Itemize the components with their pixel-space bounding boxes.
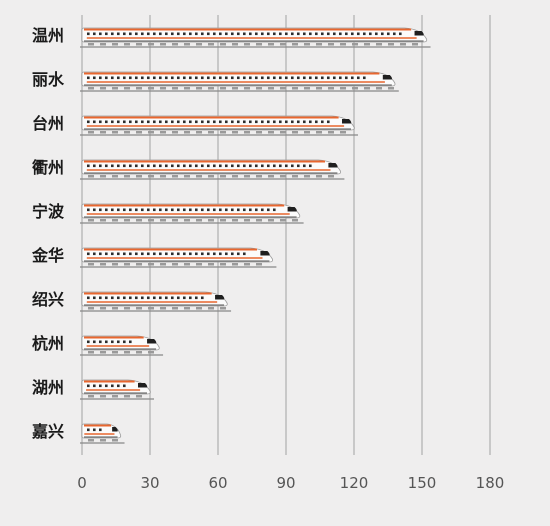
x-tick-label: 90 [276,474,295,492]
x-tick-layer: 0 30 60 90 120 150 180 [77,474,504,492]
category-label: 绍兴 [32,290,64,309]
x-tick-label: 120 [340,474,369,492]
x-tick-label: 30 [140,474,159,492]
category-label: 宁波 [32,202,65,221]
category-label: 台州 [32,114,64,133]
bar [80,379,154,400]
category-label: 衢州 [32,158,64,177]
bar-layer [80,27,431,444]
category-label: 湖州 [32,378,64,397]
x-tick-label: 180 [476,474,505,492]
category-label: 丽水 [32,70,65,89]
category-label: 杭州 [32,334,64,353]
bar [80,247,277,268]
bar [80,159,345,180]
bar [80,423,125,444]
bar [80,27,431,48]
bar [80,291,232,312]
category-label: 金华 [31,246,64,265]
bar [80,335,164,356]
bar [80,115,358,136]
bar [80,71,399,92]
bar [80,203,304,224]
category-label: 温州 [31,26,64,45]
x-tick-label: 60 [208,474,227,492]
x-tick-label: 150 [408,474,437,492]
category-label: 嘉兴 [31,422,64,441]
x-tick-label: 0 [77,474,87,492]
